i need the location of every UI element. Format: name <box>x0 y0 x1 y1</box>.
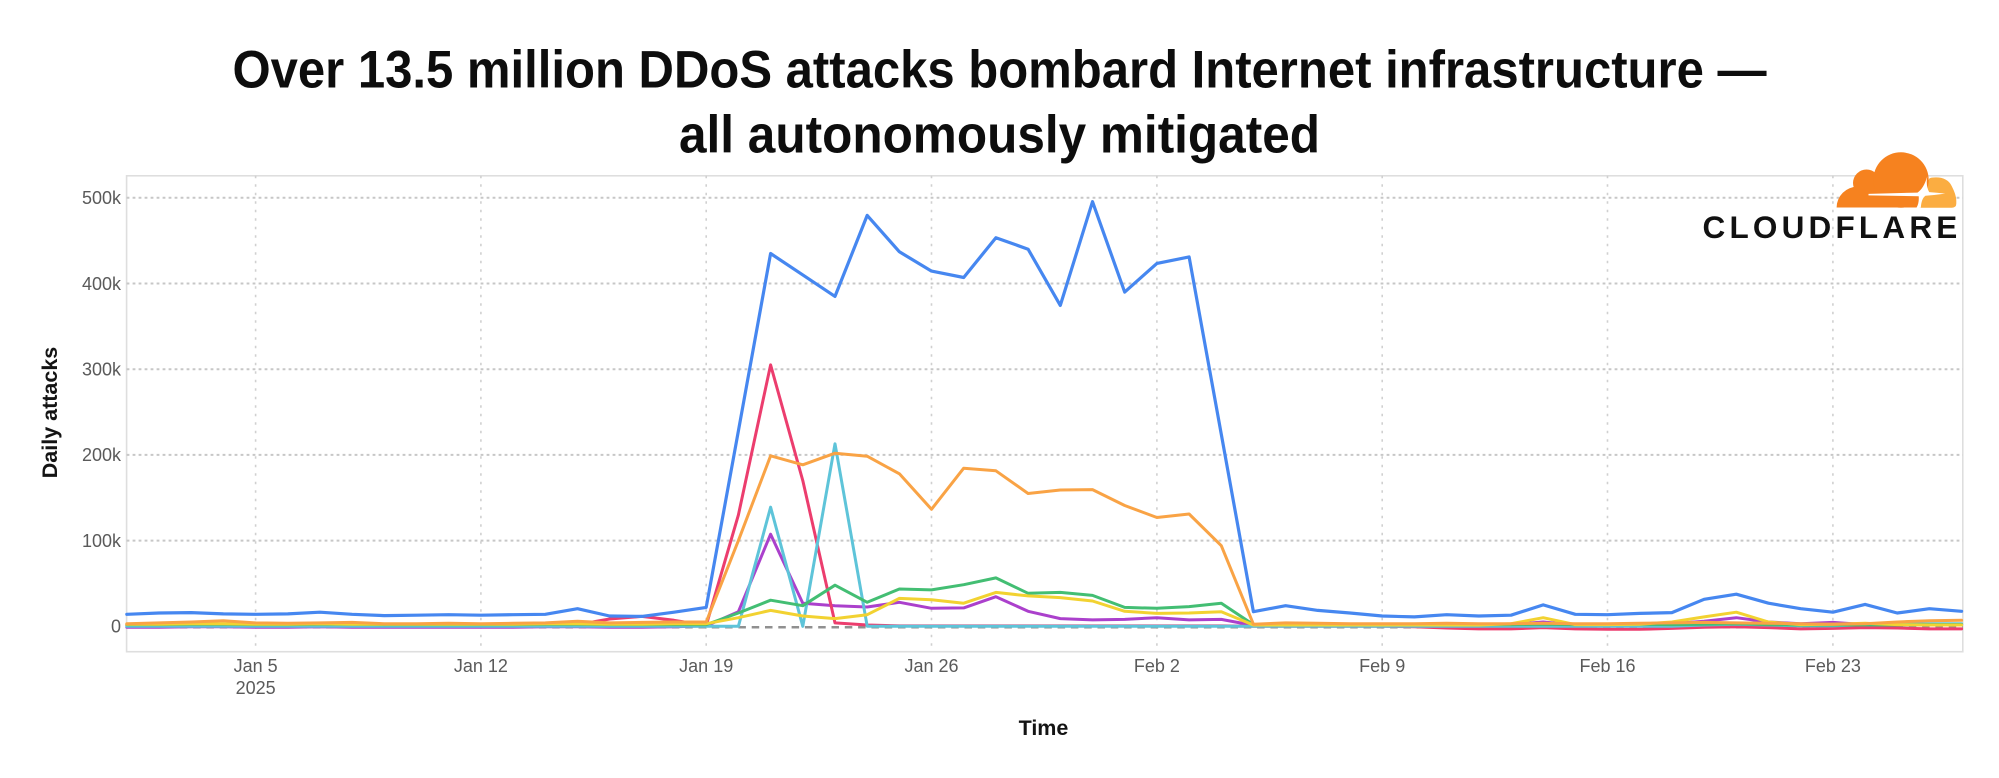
svg-text:Feb 9: Feb 9 <box>1359 656 1405 676</box>
svg-text:300k: 300k <box>82 360 122 380</box>
svg-text:500k: 500k <box>82 188 122 208</box>
svg-text:Over 13.5 million DDoS attacks: Over 13.5 million DDoS attacks bombard I… <box>233 41 1767 100</box>
svg-text:CLOUDFLARE: CLOUDFLARE <box>1703 209 1962 245</box>
svg-text:Jan 5: Jan 5 <box>234 656 278 676</box>
svg-text:Jan 26: Jan 26 <box>904 656 958 676</box>
svg-text:Jan 12: Jan 12 <box>454 656 508 676</box>
svg-text:Feb 23: Feb 23 <box>1805 656 1861 676</box>
svg-text:Time: Time <box>1019 716 1069 740</box>
svg-text:100k: 100k <box>82 531 122 551</box>
svg-text:0: 0 <box>111 617 121 637</box>
svg-text:Feb 16: Feb 16 <box>1579 656 1635 676</box>
svg-text:all autonomously mitigated: all autonomously mitigated <box>679 106 1320 165</box>
svg-text:Daily attacks: Daily attacks <box>38 347 62 479</box>
svg-text:Jan 19: Jan 19 <box>679 656 733 676</box>
svg-text:200k: 200k <box>82 445 122 465</box>
svg-text:Feb 2: Feb 2 <box>1134 656 1180 676</box>
svg-text:2025: 2025 <box>236 678 276 698</box>
svg-text:400k: 400k <box>82 274 122 294</box>
